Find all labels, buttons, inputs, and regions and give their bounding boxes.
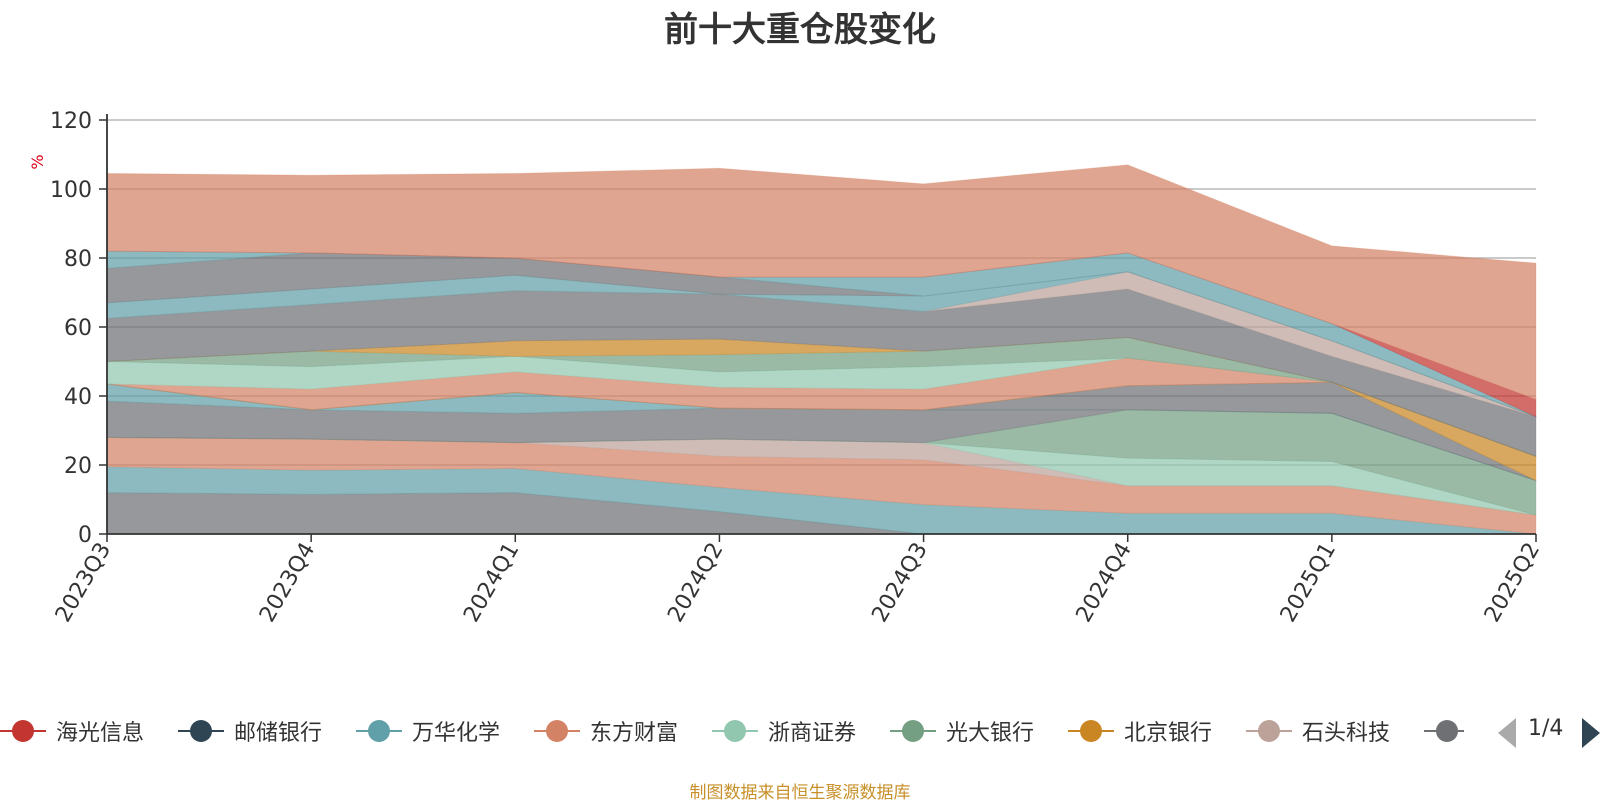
legend-item[interactable]: 邮储银行	[178, 714, 322, 748]
legend-marker-icon	[534, 714, 580, 748]
y-tick-label: 20	[64, 454, 92, 479]
legend-item[interactable]: 万华化学	[356, 714, 500, 748]
legend-marker-icon	[178, 714, 224, 748]
legend-label: 海光信息	[56, 721, 145, 746]
y-tick-label: 0	[78, 523, 92, 548]
x-tick-label: 2025Q2	[1480, 539, 1545, 627]
legend-marker-icon	[0, 714, 46, 748]
area-series-band	[106, 288, 1537, 458]
legend-item[interactable]: 光大银行	[890, 714, 1034, 748]
y-tick-label: 120	[50, 109, 92, 134]
y-tick-label: 100	[50, 178, 92, 203]
legend-label: 邮储银行	[234, 721, 323, 746]
x-tick-label: 2024Q2	[663, 539, 728, 627]
y-tick-label: 80	[64, 247, 92, 272]
x-tick-label: 2023Q3	[51, 539, 116, 627]
legend-label: 浙商证券	[768, 721, 857, 746]
legend-label: 光大银行	[946, 721, 1035, 746]
legend-marker-icon	[712, 714, 758, 748]
legend-marker-icon	[1424, 714, 1464, 748]
legend-label: 石头科技	[1302, 721, 1391, 746]
legend-item[interactable]: 北京银行	[1068, 714, 1212, 748]
pager-prev-icon[interactable]	[1498, 718, 1516, 748]
source-note: 制图数据来自恒生聚源数据库	[689, 783, 911, 803]
x-tick-label: 2025Q1	[1276, 539, 1341, 627]
legend-item[interactable]: 海光信息	[0, 714, 144, 748]
legend-label: 北京银行	[1124, 721, 1213, 746]
legend-item[interactable]: 浙商证券	[712, 714, 856, 748]
area-series-band	[106, 409, 1537, 516]
x-tick-label: 2024Q1	[459, 539, 524, 627]
legend: 海光信息 邮储银行 万华化学 东方财富 浙商证券 光大银行 北京银行 石头科技	[0, 714, 1464, 754]
legend-marker-icon	[1246, 714, 1292, 748]
legend-item[interactable]	[1424, 714, 1464, 748]
y-tick-label: 60	[64, 316, 92, 341]
legend-item[interactable]: 石头科技	[1246, 714, 1390, 748]
legend-label: 东方财富	[590, 721, 679, 746]
legend-marker-icon	[356, 714, 402, 748]
legend-pager: 1/4	[1498, 716, 1600, 750]
x-tick-label: 2024Q4	[1072, 539, 1137, 627]
legend-item[interactable]: 东方财富	[534, 714, 678, 748]
area-series-band	[106, 164, 1537, 401]
y-axis-unit-label: %	[28, 154, 47, 169]
stacked-area-chart: 0 20 40 60 80 100 120 2023Q3 2023Q4 2024Q1 2024Q2 2…	[28, 109, 1545, 627]
x-tick-label: 2023Q4	[255, 539, 320, 627]
y-tick-label: 40	[64, 385, 92, 410]
pager-next-icon[interactable]	[1582, 718, 1600, 748]
legend-label: 万华化学	[412, 721, 501, 746]
legend-marker-icon	[890, 714, 936, 748]
legend-page-indicator: 1/4	[1528, 716, 1564, 741]
area-series	[106, 164, 1537, 535]
x-tick-label: 2024Q3	[867, 539, 932, 627]
legend-marker-icon	[1068, 714, 1114, 748]
chart-title: 前十大重仓股变化	[664, 10, 936, 50]
